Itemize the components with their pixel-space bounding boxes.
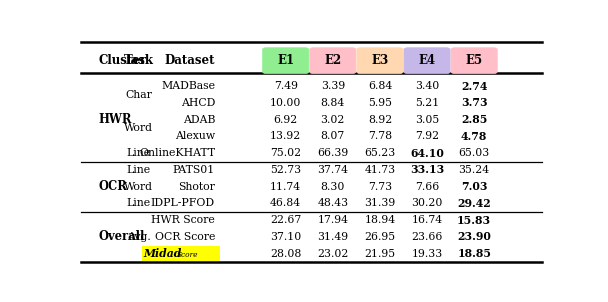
Text: 26.95: 26.95: [364, 232, 395, 242]
Text: Alexuw: Alexuw: [175, 131, 215, 141]
Text: Line: Line: [126, 198, 151, 208]
Text: 31.49: 31.49: [317, 232, 348, 242]
Text: 2.74: 2.74: [461, 81, 488, 92]
Text: E1: E1: [277, 54, 294, 67]
Text: 65.23: 65.23: [364, 148, 396, 158]
Text: 23.02: 23.02: [317, 249, 348, 259]
Text: Line: Line: [126, 165, 151, 175]
FancyBboxPatch shape: [309, 48, 356, 74]
Text: 7.66: 7.66: [415, 182, 439, 192]
Text: 29.42: 29.42: [457, 198, 491, 209]
Text: 7.49: 7.49: [274, 81, 298, 91]
Text: 52.73: 52.73: [270, 165, 301, 175]
Text: 7.92: 7.92: [415, 131, 439, 141]
Text: HWR: HWR: [98, 113, 132, 126]
Text: Cluster: Cluster: [98, 54, 147, 67]
Text: 46.84: 46.84: [270, 198, 301, 208]
Text: E3: E3: [371, 54, 389, 67]
Text: 16.74: 16.74: [412, 215, 443, 225]
Text: 18.94: 18.94: [364, 215, 395, 225]
Text: 6.92: 6.92: [274, 115, 298, 125]
Text: 37.10: 37.10: [270, 232, 302, 242]
Text: E5: E5: [466, 54, 483, 67]
Text: 33.13: 33.13: [410, 165, 444, 175]
Text: 6.84: 6.84: [368, 81, 392, 91]
Text: 28.08: 28.08: [270, 249, 302, 259]
Text: Shotor: Shotor: [178, 182, 215, 192]
Text: 11.74: 11.74: [270, 182, 301, 192]
Text: 21.95: 21.95: [364, 249, 395, 259]
Text: 17.94: 17.94: [317, 215, 348, 225]
Text: 48.43: 48.43: [317, 198, 348, 208]
Text: 18.85: 18.85: [457, 248, 491, 259]
Text: OnlineKHATT: OnlineKHATT: [139, 148, 215, 158]
Text: 2.85: 2.85: [461, 114, 488, 125]
Text: IDPL-PFOD: IDPL-PFOD: [151, 198, 215, 208]
Text: 23.90: 23.90: [457, 231, 491, 243]
Text: AHCD: AHCD: [181, 98, 215, 108]
Text: Task: Task: [123, 54, 154, 67]
Text: 15.83: 15.83: [457, 215, 491, 226]
Text: 10.00: 10.00: [270, 98, 302, 108]
Text: 8.92: 8.92: [368, 115, 392, 125]
Text: 66.39: 66.39: [317, 148, 348, 158]
Text: Avg.: Avg.: [127, 232, 151, 242]
Text: Overall: Overall: [98, 230, 145, 243]
Text: 7.73: 7.73: [368, 182, 392, 192]
Text: 3.73: 3.73: [461, 98, 488, 108]
Text: 30.20: 30.20: [412, 198, 443, 208]
Text: Midad: Midad: [143, 248, 181, 259]
Text: 8.30: 8.30: [320, 182, 345, 192]
Text: 35.24: 35.24: [458, 165, 489, 175]
FancyBboxPatch shape: [451, 48, 497, 74]
FancyBboxPatch shape: [404, 48, 450, 74]
Text: 64.10: 64.10: [410, 148, 444, 159]
Text: 3.02: 3.02: [320, 115, 345, 125]
Text: 7.03: 7.03: [461, 181, 488, 192]
Text: E2: E2: [324, 54, 342, 67]
FancyBboxPatch shape: [263, 48, 309, 74]
Text: HWR Score: HWR Score: [151, 215, 215, 225]
Text: 23.66: 23.66: [412, 232, 443, 242]
Text: 8.84: 8.84: [320, 98, 345, 108]
Text: 13.92: 13.92: [270, 131, 302, 141]
Text: 41.73: 41.73: [364, 165, 395, 175]
Text: 3.40: 3.40: [415, 81, 439, 91]
Text: Word: Word: [124, 123, 153, 133]
FancyBboxPatch shape: [142, 246, 219, 261]
Text: 31.39: 31.39: [364, 198, 396, 208]
Text: Score: Score: [176, 251, 198, 259]
Text: OCR: OCR: [98, 180, 127, 193]
Text: OCR Score: OCR Score: [154, 232, 215, 242]
Text: Word: Word: [124, 182, 153, 192]
Text: 8.07: 8.07: [320, 131, 345, 141]
Text: 22.67: 22.67: [270, 215, 302, 225]
Text: 7.78: 7.78: [368, 131, 392, 141]
Text: ADAB: ADAB: [182, 115, 215, 125]
Text: Dataset: Dataset: [165, 54, 215, 67]
Text: 37.74: 37.74: [317, 165, 348, 175]
Text: 65.03: 65.03: [458, 148, 490, 158]
FancyBboxPatch shape: [357, 48, 403, 74]
Text: E4: E4: [418, 54, 435, 67]
Text: 19.33: 19.33: [412, 249, 443, 259]
Text: 5.95: 5.95: [368, 98, 392, 108]
Text: 3.05: 3.05: [415, 115, 439, 125]
Text: Char: Char: [125, 90, 152, 100]
Text: 3.39: 3.39: [320, 81, 345, 91]
Text: PATS01: PATS01: [173, 165, 215, 175]
Text: Line: Line: [126, 148, 151, 158]
Text: MADBase: MADBase: [161, 81, 215, 91]
Text: 5.21: 5.21: [415, 98, 439, 108]
Text: 4.78: 4.78: [461, 131, 488, 142]
Text: 75.02: 75.02: [270, 148, 301, 158]
